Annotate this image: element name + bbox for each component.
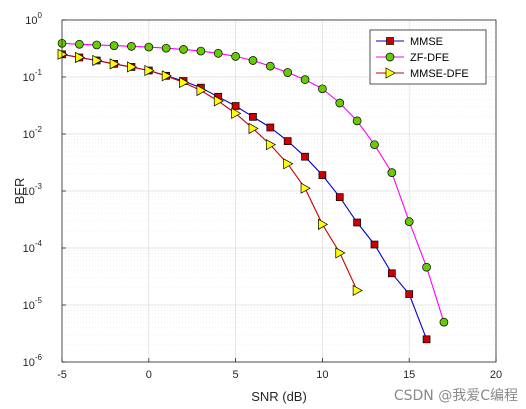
data-point-zf-dfe [283,68,293,77]
y-tick-label: 10-5 [23,296,43,312]
data-point-mmse-dfe [109,58,120,70]
x-tick-label: -5 [57,369,67,381]
data-point-mmse-dfe [213,95,224,107]
y-tick-exponent: -1 [35,68,43,77]
y-tick-label: 10-6 [23,353,43,369]
y-tick-exponent: -5 [35,296,43,305]
watermark: CSDN @我爱C编程 [393,388,518,404]
data-point-mmse-dfe [57,48,68,60]
x-tick-label: 10 [316,369,328,381]
data-point-zf-dfe [439,317,449,327]
data-point-mmse [318,171,327,179]
data-point-zf-dfe [144,42,154,52]
x-axis-label: SNR (dB) [251,389,307,404]
data-point-mmse [301,152,309,161]
data-point-zf-dfe [265,61,275,71]
data-point-mmse [370,240,379,249]
data-point-mmse [405,290,414,299]
data-point-zf-dfe [231,52,240,61]
data-point-zf-dfe [92,40,102,50]
legend-marker-zf-dfe [385,52,395,62]
data-point-mmse-dfe [179,76,190,89]
data-point-zf-dfe [109,41,119,50]
x-tick-label: 20 [490,369,502,381]
data-point-mmse-dfe [300,182,311,194]
data-point-zf-dfe [248,56,258,65]
data-point-zf-dfe [75,39,84,49]
data-point-zf-dfe [422,262,431,272]
data-point-mmse-dfe [283,158,294,170]
legend-label-mmse-dfe: MMSE-DFE [410,68,469,80]
y-tick-exponent: -4 [35,239,43,248]
data-point-mmse-dfe [161,70,172,82]
y-tick-exponent: -6 [35,353,43,362]
legend-marker-mmse [386,37,394,45]
data-point-mmse [249,112,257,121]
data-point-mmse [231,102,240,110]
data-point-zf-dfe [196,46,206,56]
data-point-mmse-dfe [127,61,138,73]
data-point-mmse-dfe [75,51,86,64]
y-tick-exponent: 0 [38,11,43,20]
data-point-mmse [266,123,275,132]
data-point-zf-dfe [300,75,310,84]
data-point-zf-dfe [352,116,362,126]
y-tick-exponent: -3 [35,182,43,191]
y-axis-label: BER [12,178,27,205]
data-point-mmse-dfe [352,284,363,297]
grid [61,19,497,363]
data-point-zf-dfe [318,84,327,94]
data-point-mmse [335,193,344,202]
data-point-zf-dfe [387,168,397,177]
x-tick-label: 0 [146,369,152,381]
data-point-zf-dfe [335,98,345,108]
data-point-zf-dfe [404,217,414,226]
data-point-zf-dfe [370,140,379,150]
legend-marker-mmse-dfe [385,67,396,79]
data-point-zf-dfe [179,45,188,54]
x-axis-ticks: -5 0 5 10 15 20 [57,358,502,381]
legend-label-zf-dfe: ZF-DFE [410,52,449,64]
data-point-mmse-dfe [265,139,277,151]
data-point-mmse [387,269,396,278]
data-point-mmse [283,137,292,145]
series-markers [57,38,449,344]
y-tick-label: 10-4 [23,239,43,255]
legend-label-mmse: MMSE [410,36,443,48]
data-point-mmse-dfe [248,122,259,135]
data-point-mmse-dfe [196,84,207,97]
data-point-mmse-dfe [92,54,103,67]
data-point-mmse [422,335,431,344]
data-point-mmse-dfe [335,247,346,259]
data-point-mmse-dfe [231,107,242,119]
y-tick-label: 10-1 [23,68,43,84]
data-point-zf-dfe [161,43,171,53]
x-tick-label: 15 [403,369,415,381]
y-tick-exponent: -2 [35,125,43,134]
data-point-zf-dfe [213,48,223,58]
y-tick-label: 100 [25,11,42,27]
y-tick-label: 10-2 [23,125,43,141]
data-point-mmse [353,218,361,227]
data-point-mmse-dfe [144,64,155,77]
data-point-mmse-dfe [318,218,329,230]
data-point-zf-dfe [127,41,136,51]
x-tick-label: 5 [233,369,239,381]
legend: MMSE ZF-DFE MMSE-DFE [369,29,487,85]
